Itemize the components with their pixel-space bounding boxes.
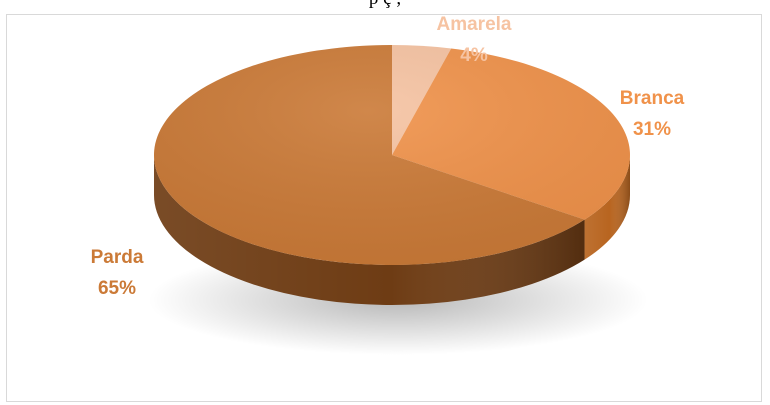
- category-label-parda: Parda: [91, 247, 144, 268]
- pie-labels: Amarela 4% Branca 31% Parda 65%: [91, 14, 685, 299]
- pie-tops: [154, 45, 630, 266]
- category-label-amarela: Amarela: [437, 14, 512, 35]
- pie-side-shade-branca: [584, 155, 630, 260]
- pie-top-gloss: [154, 45, 630, 265]
- cut-off-title: p ç ,: [0, 0, 770, 10]
- chart-frame: [6, 14, 762, 402]
- value-label-branca: 31%: [633, 119, 671, 140]
- pie-side-shade-parda: [154, 155, 585, 305]
- pie-sides: [154, 155, 630, 305]
- category-label-branca: Branca: [620, 88, 685, 109]
- value-label-amarela: 4%: [460, 45, 488, 66]
- value-label-parda: 65%: [98, 278, 136, 299]
